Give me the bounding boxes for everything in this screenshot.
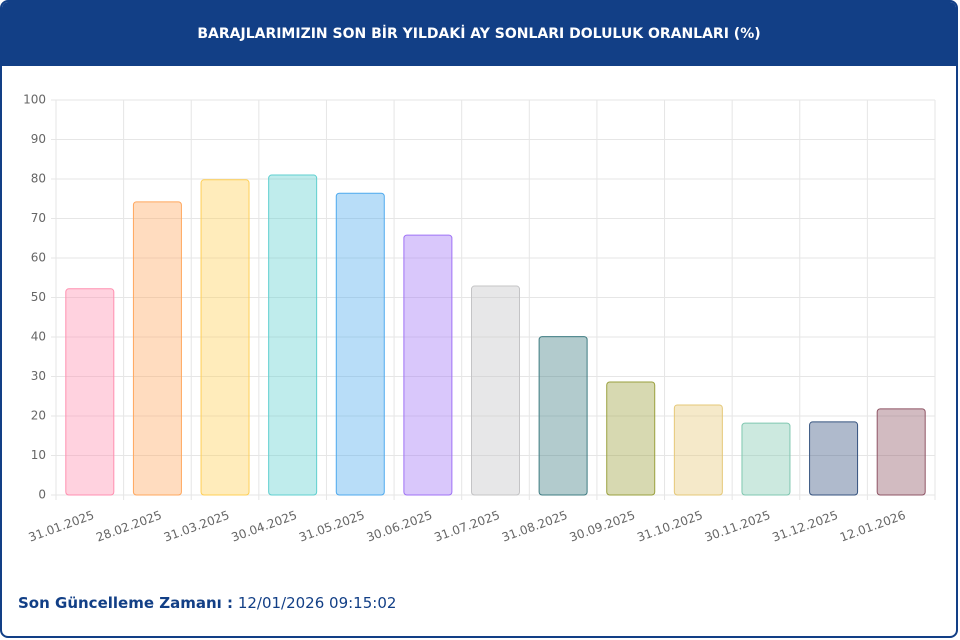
bar bbox=[538, 336, 588, 496]
bar bbox=[200, 179, 250, 496]
y-tick-label: 100 bbox=[23, 93, 46, 107]
x-tick-label: 31.12.2025 bbox=[770, 508, 839, 545]
x-tick-label: 31.01.2025 bbox=[27, 508, 96, 545]
bar bbox=[741, 422, 791, 496]
footer: Son Güncelleme Zamanı : 12/01/2026 09:15… bbox=[18, 594, 396, 612]
chart: 0 10 20 30 40 50 60 70 80 90 100 31.01.202528.02.20… bbox=[23, 93, 936, 545]
x-tick-label: 30.09.2025 bbox=[568, 508, 637, 545]
y-tick-label: 60 bbox=[31, 251, 46, 265]
y-tick-label: 0 bbox=[38, 488, 46, 502]
x-tick-label: 31.03.2025 bbox=[162, 508, 231, 545]
x-tick-label: 31.10.2025 bbox=[635, 508, 704, 545]
x-tick-label: 31.08.2025 bbox=[500, 508, 569, 545]
footer-label: Son Güncelleme Zamanı : bbox=[18, 594, 234, 612]
x-tick-label: 28.02.2025 bbox=[94, 508, 163, 545]
x-tick-label: 31.07.2025 bbox=[432, 508, 501, 545]
y-tick-label: 30 bbox=[31, 369, 46, 383]
y-tick-label: 40 bbox=[31, 330, 46, 344]
y-tick-label: 20 bbox=[31, 409, 46, 423]
bar bbox=[268, 174, 318, 496]
y-tick-label: 80 bbox=[31, 172, 46, 186]
x-tick-label: 30.11.2025 bbox=[703, 508, 772, 545]
bar bbox=[335, 192, 385, 496]
bar bbox=[471, 285, 520, 496]
bar bbox=[606, 381, 656, 496]
bar bbox=[673, 404, 723, 496]
y-tick-label: 90 bbox=[31, 132, 46, 146]
bar bbox=[132, 201, 182, 496]
x-tick-label: 12.01.2026 bbox=[838, 508, 907, 545]
bar bbox=[65, 288, 115, 496]
bar bbox=[403, 234, 453, 496]
y-tick-label: 70 bbox=[31, 211, 46, 225]
y-tick-label: 10 bbox=[31, 448, 46, 462]
bar bbox=[876, 408, 926, 496]
footer-value: 12/01/2026 09:15:02 bbox=[237, 594, 397, 612]
chart-title: BARAJLARIMIZIN SON BİR YILDAKİ AY SONLAR… bbox=[2, 2, 956, 66]
y-tick-label: 50 bbox=[31, 290, 46, 304]
x-tick-label: 31.05.2025 bbox=[297, 508, 366, 545]
x-tick-label: 30.04.2025 bbox=[230, 508, 299, 545]
bar bbox=[809, 421, 859, 496]
x-tick-label: 30.06.2025 bbox=[365, 508, 434, 545]
